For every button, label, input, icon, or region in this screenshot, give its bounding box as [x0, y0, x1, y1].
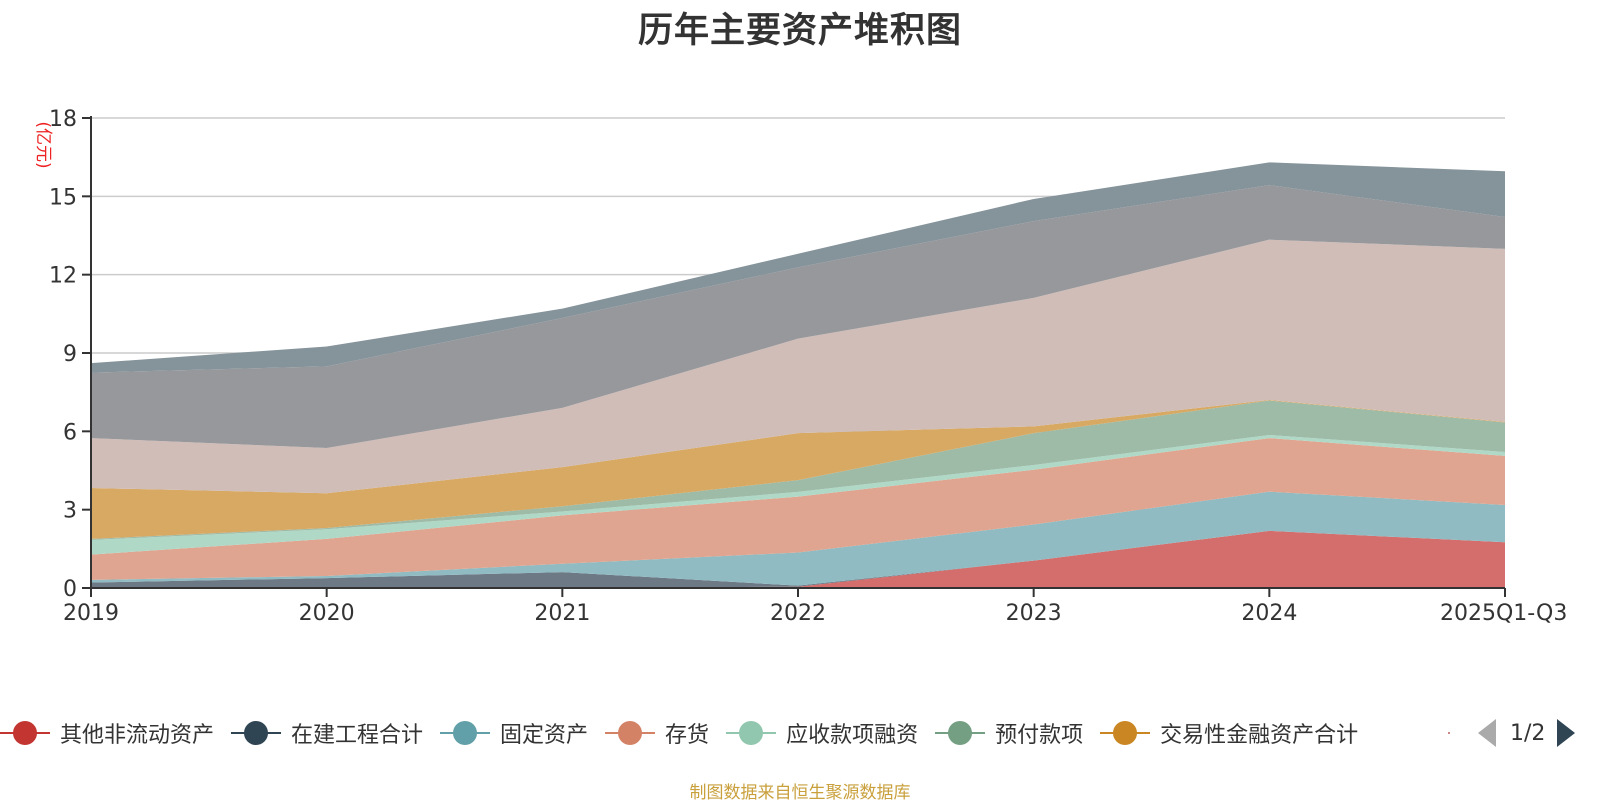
legend-label: 交易性金融资产合计	[1160, 723, 1359, 748]
area-series-7[interactable]	[91, 400, 1505, 539]
y-tick-label: 0	[63, 577, 77, 602]
y-tick-label: 15	[49, 185, 77, 210]
y-tick-label: 12	[49, 264, 77, 289]
legend-item[interactable]: 在建工程合计	[231, 717, 423, 749]
legend-marker-icon	[605, 720, 656, 746]
area-series-1[interactable]	[91, 530, 1505, 588]
legend-marker-icon	[0, 720, 50, 746]
chart-title: 历年主要资产堆积图	[637, 11, 962, 51]
legend-label: 存货	[665, 723, 710, 748]
legend-marker-icon	[935, 720, 986, 746]
area-series-4[interactable]	[91, 438, 1505, 580]
area-series-6[interactable]	[91, 400, 1505, 540]
legend-item[interactable]: 预付款项	[935, 717, 1083, 749]
x-tick-label: 2020	[299, 601, 355, 626]
area-series-3[interactable]	[91, 491, 1505, 586]
legend-next-page-icon[interactable]	[1557, 719, 1576, 747]
area-series-9[interactable]	[91, 185, 1505, 449]
area-series-10[interactable]	[91, 162, 1505, 373]
legend-page-indicator: 1/2	[1510, 720, 1546, 746]
y-tick-label: 6	[63, 420, 77, 445]
data-source-note: 制图数据来自恒生聚源数据库	[689, 783, 911, 803]
area-series-8[interactable]	[91, 239, 1505, 494]
x-tick-label: 2025Q1-Q3	[1440, 601, 1567, 626]
x-tick-label: 2024	[1241, 601, 1297, 626]
area-series-5[interactable]	[91, 434, 1505, 555]
y-tick-label: 18	[49, 107, 77, 132]
legend-marker-icon	[440, 720, 491, 746]
legend-label: 预付款项	[995, 723, 1084, 748]
area-series	[91, 162, 1505, 588]
x-tick-label: 2022	[770, 601, 826, 626]
legend: 其他非流动资产 在建工程合计 固定资产 存货 应收款项融资 预付款项 交易性金融资产合计	[0, 716, 1375, 750]
legend-marker-icon	[231, 720, 282, 746]
legend-overflow-dot	[1448, 732, 1450, 734]
stacked-area-chart: 0 3 6 9 12 15 18 2019 2020 2021 2022 2023 2024 2025Q…	[33, 107, 1567, 626]
y-axis-unit-label: (亿元)	[33, 121, 53, 168]
legend-label: 在建工程合计	[291, 723, 424, 748]
legend-item[interactable]: 存货	[605, 717, 709, 749]
legend-label: 其他非流动资产	[60, 723, 215, 748]
x-tick-labels: 2019 2020 2021 2022 2023 2024 2025Q1-Q3	[63, 601, 1567, 626]
axes	[82, 116, 1506, 597]
x-tick-label: 2021	[534, 601, 590, 626]
x-tick-label: 2023	[1006, 601, 1062, 626]
legend-pager: 1/2	[1448, 716, 1576, 750]
legend-item[interactable]: 其他非流动资产	[0, 717, 214, 749]
legend-item[interactable]: 固定资产	[440, 717, 588, 749]
legend-label: 应收款项融资	[786, 723, 919, 748]
legend-label: 固定资产	[500, 723, 589, 748]
legend-prev-page-icon[interactable]	[1478, 719, 1496, 747]
area-series-2[interactable]	[91, 530, 1505, 588]
legend-marker-icon	[1100, 720, 1151, 746]
legend-marker-icon	[726, 720, 777, 746]
y-tick-label: 3	[63, 499, 77, 524]
legend-item[interactable]: 交易性金融资产合计	[1100, 717, 1358, 749]
x-tick-label: 2019	[63, 601, 119, 626]
legend-item[interactable]: 应收款项融资	[726, 717, 918, 749]
y-tick-label: 9	[63, 342, 77, 367]
y-tick-labels: 0 3 6 9 12 15 18	[49, 107, 77, 602]
